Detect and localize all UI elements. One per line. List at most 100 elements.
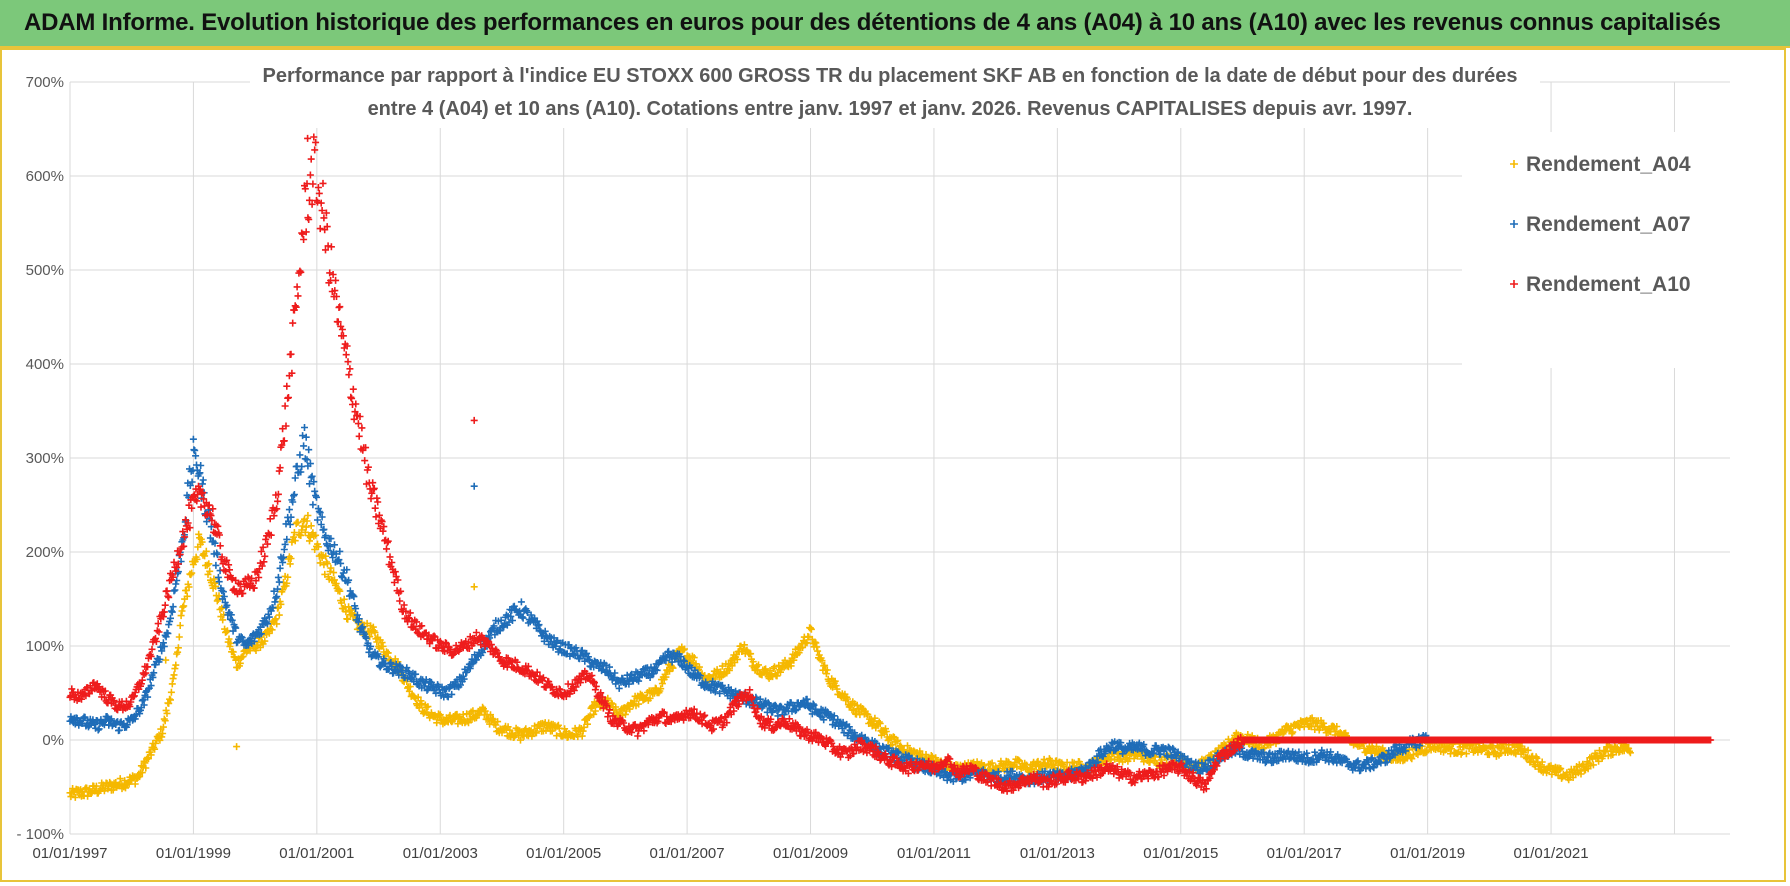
- data-point: [274, 573, 282, 581]
- data-point: [1408, 755, 1416, 763]
- data-point: [871, 714, 879, 722]
- y-tick-label: 400%: [26, 356, 64, 373]
- data-point: [658, 680, 666, 688]
- data-point: [268, 626, 276, 634]
- data-point: [384, 649, 392, 657]
- data-point: [159, 730, 167, 737]
- data-point: [170, 587, 178, 595]
- data-point: [669, 664, 677, 672]
- data-point: [165, 593, 173, 601]
- data-point: [1626, 747, 1633, 755]
- x-tick-label: 01/01/2005: [526, 845, 601, 862]
- data-point: [1577, 770, 1585, 778]
- data-point: [261, 637, 269, 645]
- data-point: [374, 498, 382, 506]
- data-point: [174, 644, 182, 652]
- data-point: [301, 424, 308, 431]
- data-point: [1146, 758, 1154, 766]
- data-point: [346, 365, 354, 373]
- data-point: [1423, 748, 1431, 755]
- data-point: [225, 635, 233, 643]
- data-point: [371, 504, 379, 512]
- data-point: [167, 688, 175, 696]
- data-point: [136, 773, 144, 781]
- data-point: [1520, 748, 1528, 756]
- data-point: [199, 476, 207, 484]
- data-point: [1602, 747, 1610, 755]
- data-point: [470, 482, 478, 490]
- data-point: [749, 658, 757, 666]
- data-point: [273, 620, 281, 628]
- data-point: [435, 712, 443, 720]
- data-point: [95, 725, 103, 733]
- data-point: [256, 644, 264, 651]
- data-point: [309, 180, 317, 188]
- data-point: [236, 659, 244, 667]
- data-point: [161, 717, 169, 725]
- data-point: [823, 666, 831, 674]
- data-point: [1447, 745, 1455, 753]
- data-point: [831, 677, 839, 685]
- data-point: [158, 733, 166, 741]
- data-point: [487, 711, 494, 719]
- data-point: [239, 652, 247, 660]
- data-point: [300, 236, 308, 243]
- data-point: [578, 732, 586, 740]
- x-tick-label: 01/01/2019: [1390, 845, 1465, 862]
- y-tick-label: 600%: [26, 168, 64, 185]
- data-point: [302, 433, 310, 441]
- data-point: [352, 400, 360, 408]
- y-tick-label: 500%: [26, 262, 64, 279]
- data-point: [347, 606, 355, 614]
- data-point: [176, 622, 184, 629]
- data-point: [406, 683, 414, 691]
- data-point: [1514, 746, 1522, 754]
- data-point: [316, 225, 324, 233]
- data-point: [297, 532, 305, 539]
- x-tick-label: 01/01/2015: [1143, 845, 1218, 862]
- data-point: [414, 693, 422, 701]
- data-point: [123, 721, 131, 729]
- data-point: [822, 670, 830, 678]
- data-point: [695, 663, 703, 671]
- data-point: [588, 703, 596, 711]
- data-point: [790, 656, 798, 664]
- data-point: [316, 559, 324, 567]
- data-point: [916, 747, 924, 755]
- data-point: [302, 523, 310, 531]
- data-point: [299, 432, 307, 440]
- data-point: [185, 583, 193, 591]
- data-point: [403, 678, 411, 685]
- data-point: [814, 647, 822, 655]
- data-point: [358, 424, 366, 432]
- data-point: [78, 719, 86, 727]
- data-point: [205, 560, 213, 568]
- data-point: [193, 555, 201, 563]
- data-point: [330, 569, 338, 577]
- data-point: [283, 382, 291, 390]
- data-point: [314, 184, 322, 191]
- data-point: [470, 583, 478, 591]
- data-point: [336, 587, 344, 595]
- data-point: [626, 705, 634, 713]
- data-point: [271, 616, 279, 624]
- data-point: [450, 715, 458, 723]
- data-point: [770, 663, 778, 671]
- data-point: [131, 780, 139, 788]
- data-point: [171, 586, 179, 594]
- x-tick-label: 01/01/2011: [897, 845, 971, 862]
- data-point: [116, 775, 124, 783]
- data-point: [807, 624, 814, 632]
- series-Rendement_A07: [66, 424, 1431, 788]
- data-point: [345, 371, 353, 379]
- x-tick-label: 01/01/1999: [156, 845, 231, 862]
- data-point: [312, 531, 320, 539]
- data-point: [294, 292, 302, 300]
- data-point: [122, 784, 129, 792]
- x-tick-label: 01/01/2017: [1267, 845, 1342, 862]
- data-point: [528, 732, 536, 740]
- x-tick-label: 01/01/2001: [279, 845, 354, 862]
- data-point: [517, 736, 524, 744]
- data-point: [274, 497, 282, 505]
- data-point: [277, 600, 285, 608]
